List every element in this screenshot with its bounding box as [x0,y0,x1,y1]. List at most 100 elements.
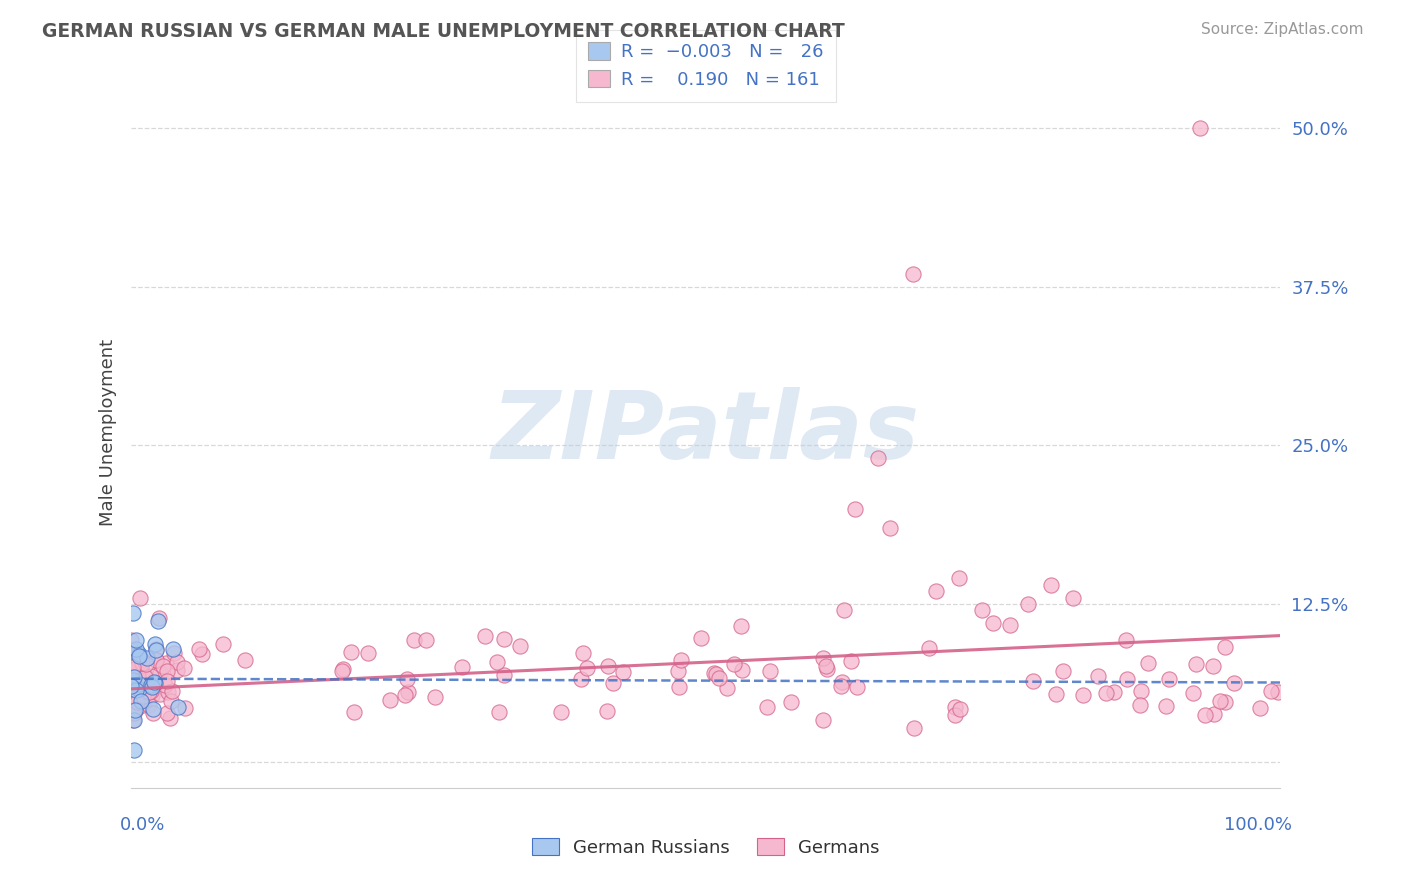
Point [569,672,592,686]
Point [1208,694,1230,708]
Point [121,660,143,674]
Point [415,633,437,648]
Text: 100.0%: 100.0% [1223,816,1292,834]
Point [488,705,510,719]
Point [1116,672,1139,686]
Point [122,743,145,757]
Point [703,666,725,681]
Point [595,704,617,718]
Point [121,673,143,687]
Point [924,584,946,599]
Point [903,721,925,735]
Point [121,643,143,657]
Point [125,641,148,656]
Point [132,698,155,713]
Point [598,658,620,673]
Point [122,648,145,662]
Point [844,501,866,516]
Point [145,642,167,657]
Point [1204,706,1226,721]
Point [1094,686,1116,700]
Point [943,699,966,714]
Point [143,637,166,651]
Point [121,655,143,669]
Point [122,713,145,727]
Point [122,714,145,728]
Point [124,690,146,705]
Point [166,663,188,677]
Point [121,667,143,681]
Point [330,664,353,678]
Point [122,706,145,720]
Point [159,711,181,725]
Point [156,665,179,679]
Point [127,695,149,709]
Text: ZIPatlas: ZIPatlas [492,386,920,479]
Point [550,705,572,719]
Point [332,662,354,676]
Point [145,643,167,657]
Point [148,611,170,625]
Point [134,667,156,681]
Point [1129,683,1152,698]
Point [163,646,186,660]
Point [134,670,156,684]
Point [162,642,184,657]
Point [730,619,752,633]
Legend: German Russians, Germans: German Russians, Germans [524,830,887,864]
Point [145,653,167,667]
Point [1021,673,1043,688]
Point [378,693,401,707]
Point [474,629,496,643]
Point [152,659,174,673]
Point [1213,640,1236,654]
Point [868,450,890,465]
Point [494,632,516,647]
Point [1267,685,1289,699]
Point [138,685,160,699]
Point [668,680,690,694]
Point [129,694,152,708]
Point [755,699,778,714]
Point [575,661,598,675]
Point [125,632,148,647]
Point [1052,664,1074,678]
Point [831,674,853,689]
Point [1185,657,1208,671]
Point [486,655,509,669]
Point [148,614,170,628]
Point [1249,701,1271,715]
Point [830,679,852,693]
Point [156,706,179,720]
Point [136,679,159,693]
Text: Source: ZipAtlas.com: Source: ZipAtlas.com [1201,22,1364,37]
Point [918,640,941,655]
Point [233,653,256,667]
Point [139,669,162,683]
Text: GERMAN RUSSIAN VS GERMAN MALE UNEMPLOYMENT CORRELATION CHART: GERMAN RUSSIAN VS GERMAN MALE UNEMPLOYME… [42,22,845,41]
Point [124,682,146,697]
Point [716,681,738,695]
Point [128,681,150,696]
Point [1202,659,1225,673]
Point [131,653,153,667]
Point [141,678,163,692]
Point [451,660,474,674]
Point [948,572,970,586]
Y-axis label: Male Unemployment: Male Unemployment [100,339,117,526]
Point [135,657,157,671]
Point [188,642,211,657]
Point [143,676,166,690]
Point [1260,683,1282,698]
Point [879,521,901,535]
Point [128,676,150,690]
Point [122,657,145,672]
Point [1159,672,1181,686]
Point [145,653,167,667]
Point [124,665,146,679]
Text: 0.0%: 0.0% [120,816,165,834]
Point [815,662,838,676]
Point [129,591,152,605]
Point [160,694,183,708]
Point [943,708,966,723]
